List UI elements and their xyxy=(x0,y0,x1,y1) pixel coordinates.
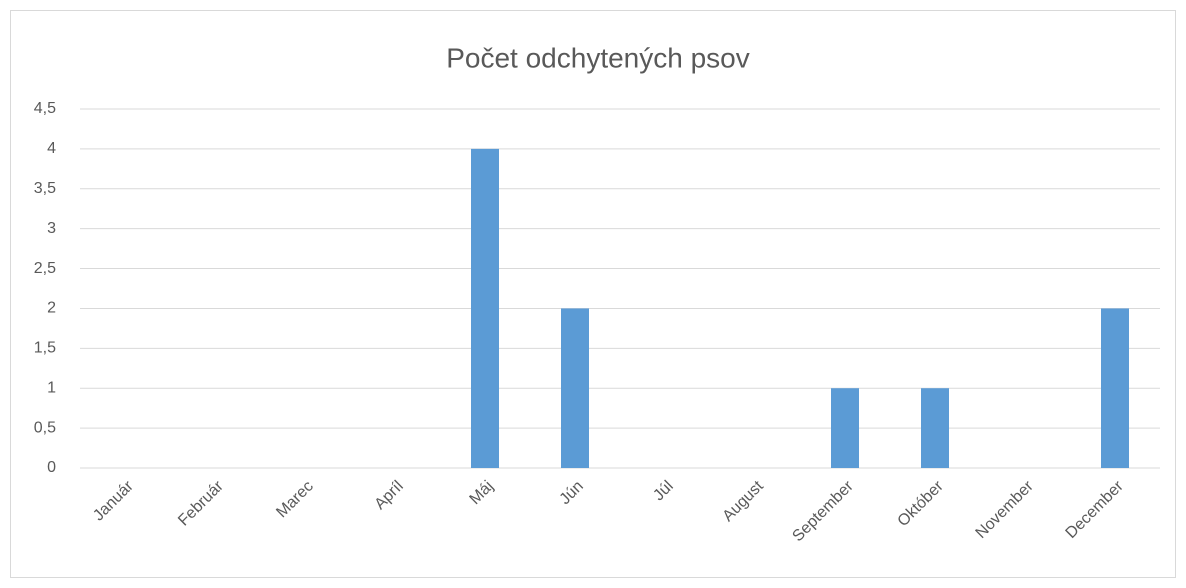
y-tick-label: 2,5 xyxy=(34,260,56,277)
bar xyxy=(831,388,859,468)
y-tick-label: 0,5 xyxy=(34,419,56,436)
y-tick-label: 1,5 xyxy=(34,340,56,357)
chart-border xyxy=(10,10,1176,578)
chart-title: Počet odchytených psov xyxy=(446,42,750,73)
y-tick-label: 3 xyxy=(47,220,56,237)
y-tick-label: 2 xyxy=(47,300,56,317)
y-tick-label: 1 xyxy=(47,379,56,396)
bar xyxy=(921,388,949,468)
y-tick-label: 4 xyxy=(47,140,56,157)
bar xyxy=(1101,308,1129,468)
bar xyxy=(471,148,499,468)
y-tick-label: 0 xyxy=(47,459,56,476)
bar xyxy=(561,308,589,468)
y-tick-label: 3,5 xyxy=(34,180,56,197)
y-tick-label: 4,5 xyxy=(34,100,56,117)
